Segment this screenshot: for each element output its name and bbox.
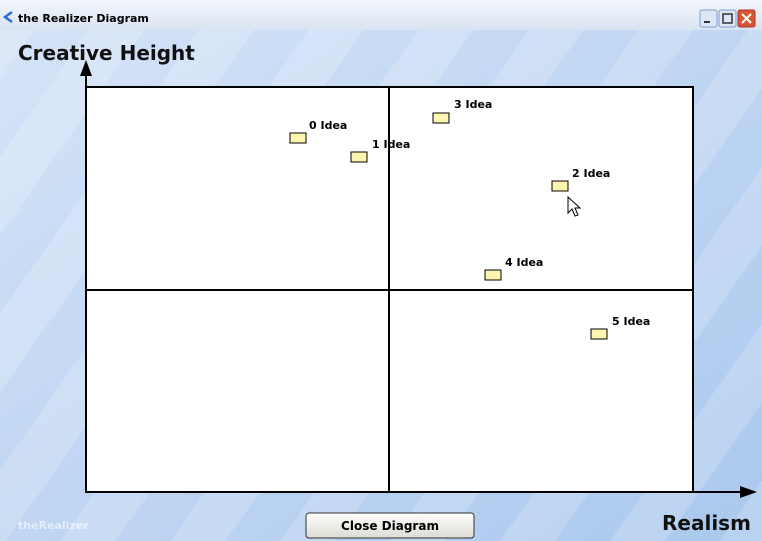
- idea-label: 4 Idea: [505, 256, 543, 269]
- y-axis-label: Creative Height: [18, 41, 195, 65]
- idea-box[interactable]: [432, 112, 450, 124]
- mouse-cursor: [567, 195, 582, 217]
- idea-box[interactable]: [350, 151, 368, 163]
- idea-node[interactable]: 0 Idea: [289, 119, 347, 144]
- app-icon: [2, 10, 13, 24]
- idea-label: 0 Idea: [309, 119, 347, 132]
- idea-box[interactable]: [590, 328, 608, 340]
- idea-box[interactable]: [289, 132, 307, 144]
- x-axis-label: Realism: [662, 511, 751, 535]
- idea-label: 5 Idea: [612, 315, 650, 328]
- idea-label: 1 Idea: [372, 138, 410, 151]
- idea-label: 3 Idea: [454, 98, 492, 111]
- button-label: Close Diagram: [341, 519, 439, 533]
- watermark: theRealizer: [18, 519, 89, 532]
- window-title: the Realizer Diagram: [18, 12, 149, 25]
- maximize-icon: [722, 13, 733, 24]
- maximize-button[interactable]: [718, 9, 737, 28]
- close-diagram-button[interactable]: Close Diagram: [305, 512, 475, 539]
- idea-node[interactable]: 3 Idea: [432, 98, 492, 124]
- minimize-button[interactable]: [699, 9, 718, 28]
- idea-node[interactable]: 4 Idea: [484, 256, 543, 281]
- button-frame[interactable]: [305, 512, 475, 539]
- idea-label: 2 Idea: [572, 167, 610, 180]
- idea-node[interactable]: 1 Idea: [350, 138, 410, 163]
- idea-node[interactable]: 2 Idea: [551, 167, 610, 192]
- close-icon: [741, 13, 752, 24]
- idea-box[interactable]: [484, 269, 502, 281]
- idea-box[interactable]: [551, 180, 569, 192]
- idea-node[interactable]: 5 Idea: [590, 315, 650, 340]
- x-axis-arrow: [740, 486, 757, 498]
- y-axis-arrow: [80, 60, 92, 76]
- title-bar: [0, 0, 762, 30]
